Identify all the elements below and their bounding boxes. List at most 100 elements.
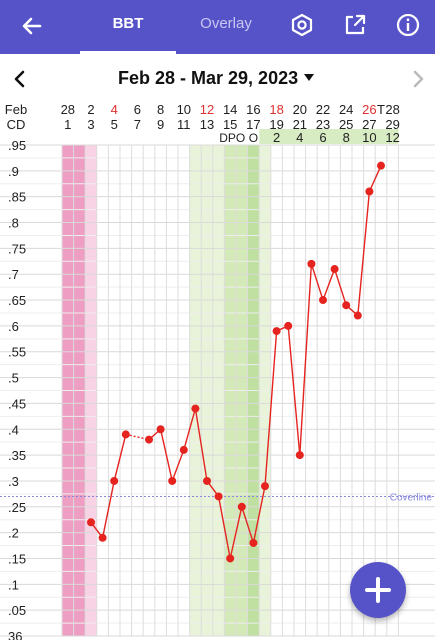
y-tick-label: .15 [8,551,26,566]
cycle-day-label: 29 [385,117,399,132]
data-point [87,518,95,527]
series-line-segment [217,496,231,559]
series-line-segment [368,165,382,192]
y-tick-label: .6 [8,319,19,334]
dpo-number-label: 10 [362,130,376,145]
cycle-day-label: 3 [87,117,94,132]
settings-hexagon-icon[interactable] [288,11,316,39]
y-tick-label: .25 [8,500,26,515]
date-label: 2 [87,102,94,117]
y-tick-label: .45 [8,396,26,411]
data-point [156,425,165,434]
data-point [319,296,327,305]
y-tick-label: .9 [8,164,19,179]
info-icon[interactable] [394,11,422,39]
y-tick-label: .35 [8,448,26,463]
date-label: 12 [200,102,214,117]
data-point [330,265,339,274]
dpo-label: DPO [219,131,245,145]
data-point [179,445,188,454]
row-label-month: Feb [5,102,27,117]
date-range-selector[interactable]: Feb 28 - Mar 29, 2023 [118,68,315,89]
cycle-day-label: 23 [316,117,330,132]
row-label-cd: CD [7,117,26,132]
date-label: 20 [293,102,307,117]
series-line-segment [310,263,324,301]
date-label: 6 [134,102,141,117]
ovulation-label: O [249,131,258,145]
date-range-label: Feb 28 - Mar 29, 2023 [118,68,299,88]
date-label: T [377,102,385,117]
date-label: 8 [157,102,164,117]
app-bar: BBT Overlay [0,0,435,54]
cycle-day-label: 13 [200,117,214,132]
y-tick-label: .3 [8,474,19,489]
date-label: 24 [339,102,353,117]
data-point [284,321,293,330]
date-navigation: Feb 28 - Mar 29, 2023 [0,60,435,98]
date-label: 22 [316,102,330,117]
bbt-chart[interactable]: .95.9.85.8.75.7.65.6.55.5.45.4.35.3.25.2… [0,98,435,640]
cycle-day-label: 5 [111,117,118,132]
chevron-right-icon[interactable] [406,67,430,91]
chevron-left-icon[interactable] [8,67,32,91]
data-point [98,533,107,542]
cycle-day-label: 9 [157,117,164,132]
series-line-segment [183,408,197,451]
series-line-segment [194,408,208,482]
dpo-number-label: 4 [296,130,303,145]
series-line-segment [264,331,278,487]
share-icon[interactable] [341,11,369,39]
y-tick-label: .2 [8,526,19,541]
plus-icon [365,577,391,603]
data-point [226,554,235,563]
y-tick-label: .5 [8,371,19,386]
data-point [237,502,246,511]
tab-bbt[interactable]: BBT [80,0,176,54]
data-point [214,492,223,501]
y-tick-label: .85 [8,190,26,205]
series-line-segment [113,434,127,482]
dpo-row-band [259,129,399,144]
coverline-label: Coverline [390,492,433,503]
data-point [365,187,374,196]
data-point [272,327,281,336]
dpo-number-label: 12 [385,130,399,145]
date-label: 4 [111,102,118,117]
cycle-day-label: 17 [246,117,260,132]
dpo-number-label: 8 [343,130,350,145]
series-line-segment [299,263,313,456]
cycle-day-label: 7 [134,117,141,132]
cycle-day-label: 1 [64,117,71,132]
y-tick-label: .65 [8,293,26,308]
data-point [168,476,177,485]
date-label: 14 [223,102,237,117]
series-line-segment [229,506,243,559]
data-point [342,301,351,310]
date-label: 18 [269,102,283,117]
add-entry-button[interactable] [350,562,406,618]
y-tick-label: .1 [8,577,19,592]
series-line-segment [159,429,173,482]
y-tick-label: .4 [8,422,19,437]
data-point [307,259,316,268]
date-label: 26 [362,102,376,117]
tab-active-indicator [80,51,176,54]
tab-overlay-label: Overlay [200,15,252,32]
series-line-segment [322,268,336,301]
series-line-segment [333,268,347,306]
data-point [261,482,269,491]
y-tick-label: .75 [8,241,26,256]
series-line-segment [357,191,371,316]
tab-overlay[interactable]: Overlay [178,0,274,54]
y-tick-label: .05 [8,603,26,618]
y-tick-label: 36 [8,629,22,640]
cycle-day-label: 11 [177,117,191,132]
cycle-day-label: 25 [339,117,353,132]
cycle-day-label: 21 [293,117,307,132]
data-point [203,476,211,485]
back-arrow-icon[interactable] [18,12,46,40]
cycle-day-label: 27 [362,117,376,132]
series-line-segment [101,480,115,538]
data-point [249,538,258,547]
